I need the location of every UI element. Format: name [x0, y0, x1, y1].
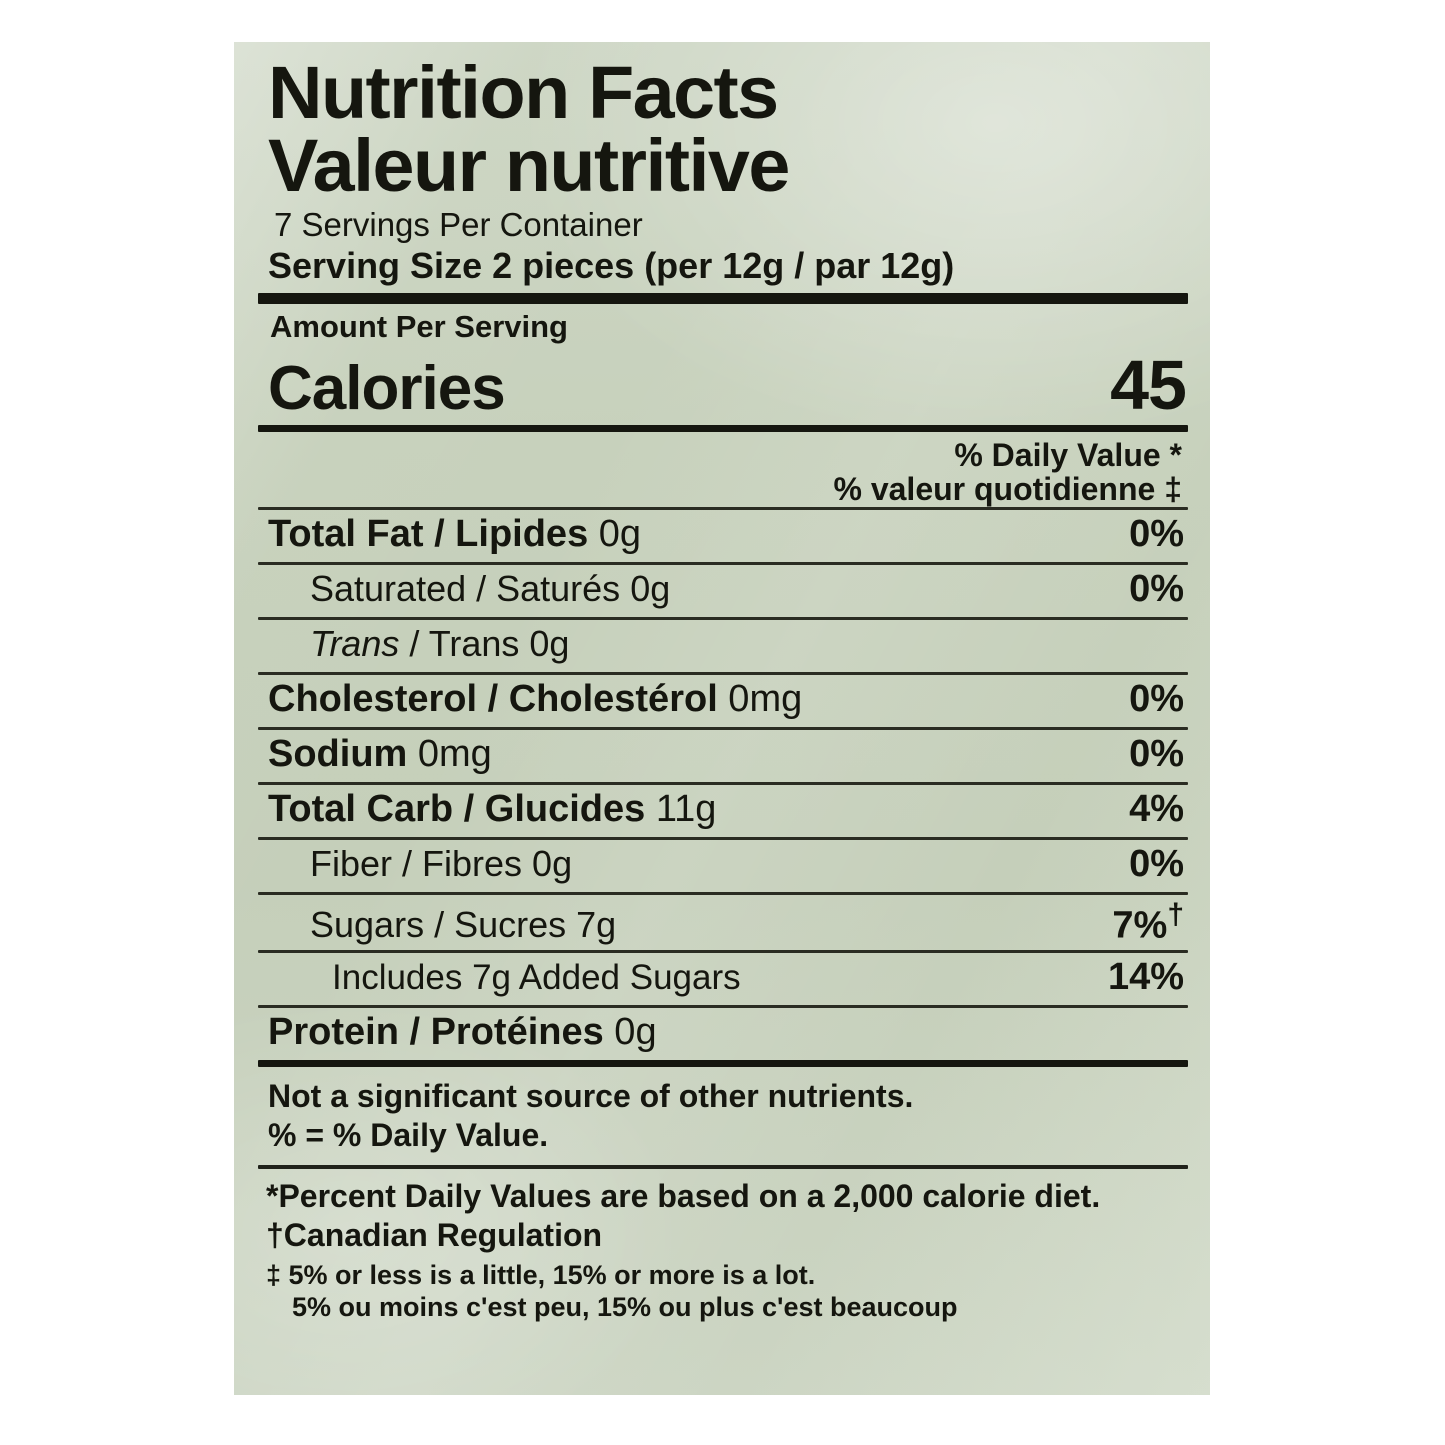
page-title: Nutrition Facts [268, 51, 779, 134]
nutrient-name: Sodium 0mg [268, 732, 492, 775]
nutrient-row-divider [258, 781, 1188, 785]
nutrient-row: Sodium 0mg 0% [258, 730, 1188, 782]
divider-below-protein [258, 1060, 1188, 1068]
nutrient-row-divider [258, 671, 1188, 675]
amount-per-serving-label: Amount Per Serving [270, 308, 568, 344]
nutrient-row: Fiber / Fibres 0g 0% [258, 840, 1188, 892]
nutrient-row: Includes 7g Added Sugars 14% [258, 953, 1188, 1005]
calories-label: Calories [268, 353, 506, 423]
nutrient-name: Includes 7g Added Sugars [332, 958, 741, 998]
nutrient-row: Sugars / Sucres 7g 7%† [258, 895, 1188, 951]
nutrient-name: Protein / Protéines 0g [268, 1011, 657, 1054]
nutrient-name: Cholesterol / Cholestérol 0mg [268, 677, 803, 720]
calories-value: 45 [1110, 345, 1187, 424]
nutrient-daily-value: 4% [1129, 787, 1184, 830]
servings-per-container: 7 Servings Per Container [274, 206, 643, 244]
nutrient-daily-value: 0% [1129, 677, 1184, 720]
nutrient-amount: 11g [645, 787, 717, 830]
percent-equals-note: % = % Daily Value. [268, 1117, 549, 1154]
nutrient-amount: 0g [522, 842, 573, 884]
nutrient-name: Total Carb / Glucides 11g [268, 787, 717, 830]
nutrient-amount: 7g [566, 904, 617, 946]
nutrient-row-divider [258, 1005, 1188, 1009]
nutrient-name: Trans / Trans 0g [310, 622, 570, 664]
nutrient-row: Cholesterol / Cholestérol 0mg 0% [258, 675, 1188, 727]
legal-footnotes: *Percent Daily Values are based on a 2,0… [266, 1177, 1188, 1324]
nutrient-row: Trans / Trans 0g [258, 620, 1188, 672]
nutrient-row-divider [258, 950, 1188, 954]
nutrient-name: Sugars / Sucres 7g [310, 904, 617, 946]
nutrient-amount: 0g [588, 512, 642, 555]
nutrient-row: Saturated / Saturés 0g 0% [258, 565, 1188, 617]
daily-value-header: % Daily Value * % valeur quotidienne ‡ [258, 436, 1182, 508]
nutrient-amount: 0g [603, 1011, 657, 1054]
not-significant-source-note: Not a significant source of other nutrie… [268, 1078, 914, 1115]
divider-thick-top [258, 292, 1188, 304]
nutrient-daily-value: 0% [1129, 567, 1184, 610]
calories-row: Calories 45 [268, 345, 1187, 425]
nutrient-name: Total Fat / Lipides 0g [268, 512, 642, 555]
nutrient-amount: 0mg [407, 732, 492, 775]
nutrient-name: Fiber / Fibres 0g [310, 842, 573, 884]
nutrient-row-divider [258, 506, 1188, 510]
nutrient-daily-value: 7%† [1112, 897, 1184, 947]
footnote-double-dagger-fr: 5% ou moins c'est peu, 15% ou plus c'est… [292, 1292, 958, 1323]
nutrient-amount: 0g [519, 622, 570, 664]
daily-value-header-fr: % valeur quotidienne ‡ [833, 471, 1182, 508]
divider-below-calories [258, 424, 1188, 432]
daily-value-header-en: % Daily Value * [954, 436, 1182, 473]
nutrient-daily-value: 0% [1129, 842, 1184, 885]
nutrition-facts-label: Nutrition Facts Valeur nutritive 7 Servi… [234, 42, 1210, 1395]
footnote-dagger: †Canadian Regulation [266, 1216, 603, 1253]
nutrient-row-divider [258, 616, 1188, 620]
nutrient-amount: 0g [620, 567, 671, 609]
footer-notes: Not a significant source of other nutrie… [268, 1077, 1188, 1155]
nutrient-row-divider [258, 836, 1188, 840]
nutrient-row: Protein / Protéines 0g [258, 1008, 1188, 1060]
nutrient-row-divider [258, 561, 1188, 565]
nutrient-daily-value: 0% [1129, 512, 1184, 555]
nutrient-row-divider [258, 726, 1188, 730]
divider-above-legal [258, 1165, 1188, 1170]
footnote-star: *Percent Daily Values are based on a 2,0… [266, 1178, 1101, 1215]
nutrient-row: Total Carb / Glucides 11g 4% [258, 785, 1188, 837]
nutrient-name: Saturated / Saturés 0g [310, 567, 671, 609]
page-title-french: Valeur nutritive [268, 123, 790, 207]
footnote-double-dagger-en: ‡ 5% or less is a little, 15% or more is… [266, 1260, 816, 1291]
nutrient-row: Total Fat / Lipides 0g 0% [258, 510, 1188, 562]
nutrient-row-divider [258, 891, 1188, 895]
dagger-marker: † [1167, 897, 1184, 931]
nutrient-table: Total Fat / Lipides 0g 0% Saturated / Satu… [258, 506, 1188, 1061]
nutrient-daily-value: 0% [1129, 732, 1184, 775]
nutrient-amount: 0mg [717, 677, 803, 720]
nutrient-daily-value: 14% [1107, 956, 1184, 999]
serving-size: Serving Size 2 pieces (per 12g / par 12g… [268, 244, 955, 286]
